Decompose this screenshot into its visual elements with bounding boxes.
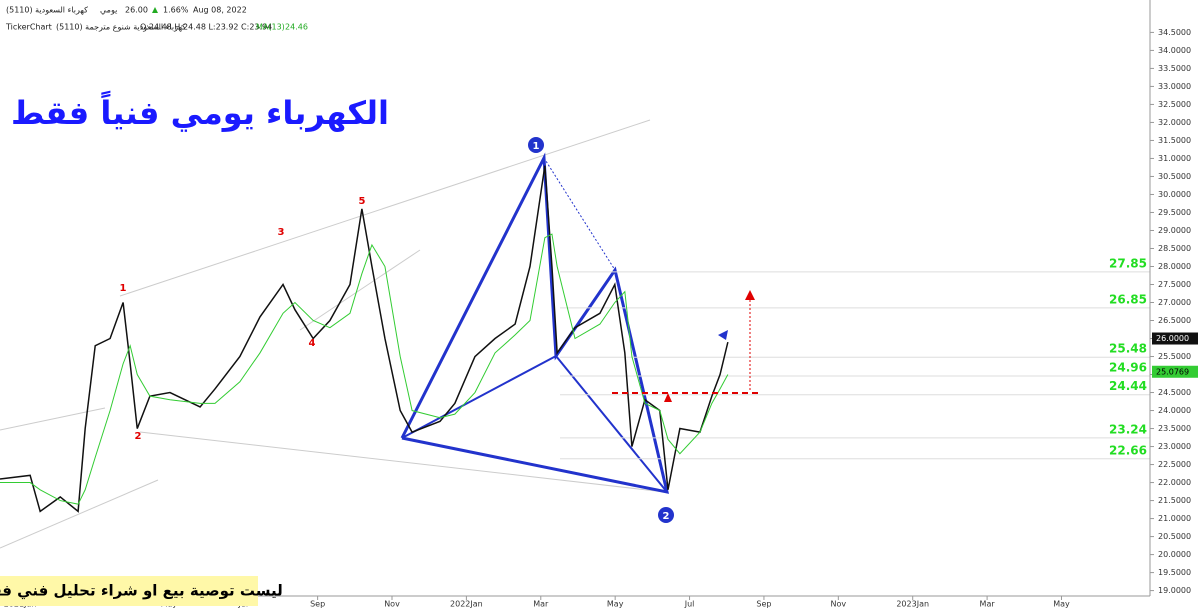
pattern-label: 1	[533, 141, 540, 152]
level-label: 22.66	[1109, 443, 1147, 457]
y-tick-label: 33.5000	[1158, 64, 1191, 73]
y-tick-label: 27.0000	[1158, 298, 1191, 307]
y-tick-label: 26.5000	[1158, 316, 1191, 325]
y-tick-label: 22.0000	[1158, 478, 1191, 487]
change: 1.66%	[163, 6, 189, 15]
symbol: (5110) كهرباء السعودية	[6, 6, 88, 15]
y-tick-label: 19.5000	[1158, 568, 1191, 577]
level-label: 26.85	[1109, 292, 1147, 306]
x-tick-label: 2022Jan	[450, 600, 483, 609]
x-tick-label: 2023Jan	[896, 600, 929, 609]
wave-label: 4	[309, 338, 316, 349]
x-tick-label: May	[607, 600, 624, 609]
x-tick-label: Mar	[980, 600, 996, 609]
name: كهرباء السعودية شنوع مترجمة (5110)	[56, 23, 186, 32]
x-tick-label: Nov	[384, 600, 400, 609]
series-line	[0, 165, 729, 513]
ma-value: 24.46	[285, 23, 308, 32]
y-tick-label: 29.0000	[1158, 226, 1191, 235]
pattern	[400, 152, 669, 494]
disclaimer-box	[0, 576, 258, 606]
x-tick-label: Nov	[831, 600, 847, 609]
y-tick-label: 31.0000	[1158, 154, 1191, 163]
y-tick-label: 19.0000	[1158, 586, 1191, 595]
ma-name: MA(13)	[256, 23, 285, 32]
triangle	[664, 393, 672, 402]
y-tick-label: 23.0000	[1158, 442, 1191, 451]
up-icon	[152, 7, 158, 13]
wave-label: 5	[359, 196, 366, 207]
y-tick-label: 32.5000	[1158, 100, 1191, 109]
level-label: 24.44	[1109, 379, 1147, 393]
series-line	[0, 233, 729, 505]
y-tick-label: 23.5000	[1158, 424, 1191, 433]
price-box	[1152, 332, 1198, 345]
pattern-point	[528, 137, 544, 153]
y-tick-label: 30.5000	[1158, 172, 1191, 181]
y-tick-label: 24.0000	[1158, 406, 1191, 415]
y-tick-label: 33.0000	[1158, 82, 1191, 91]
pattern-point	[658, 507, 674, 523]
y-tick-label: 22.5000	[1158, 460, 1191, 469]
level-label: 23.24	[1109, 422, 1147, 436]
title: الكهرباء يومي فنياً فقط	[11, 90, 389, 132]
wave-label: 1	[120, 283, 127, 294]
y-tick-label: 34.0000	[1158, 46, 1191, 55]
y-tick-label: 28.5000	[1158, 244, 1191, 253]
y-tick-label: 21.0000	[1158, 514, 1191, 523]
y-tick-label: 29.5000	[1158, 208, 1191, 217]
x-tick-label: Jul	[684, 600, 695, 609]
triangle	[718, 330, 728, 340]
y-tick-label: 28.0000	[1158, 262, 1191, 271]
price-box-label: 25.0769	[1156, 367, 1189, 376]
level-label: 25.48	[1109, 342, 1147, 356]
date: Aug 08, 2022	[193, 6, 247, 15]
y-tick-label: 27.5000	[1158, 280, 1191, 289]
x-tick-label: Mar	[533, 600, 549, 609]
y-tick-label: 20.0000	[1158, 550, 1191, 559]
y-tick-label: 32.0000	[1158, 118, 1191, 127]
channels	[0, 119, 666, 549]
price-box	[1152, 365, 1198, 378]
y-tick-label: 21.5000	[1158, 496, 1191, 505]
y-tick-label: 24.5000	[1158, 388, 1191, 397]
x-tick-label: Sep	[310, 600, 325, 609]
ohlc: O:24.48 H:24.48 L:23.92 C:23.94	[140, 23, 272, 32]
arrow-head	[745, 290, 755, 300]
wave-label: 2	[135, 431, 142, 442]
x-tick-label: May	[1053, 600, 1070, 609]
level-label: 27.85	[1109, 256, 1147, 270]
wave-label: 3	[278, 227, 285, 238]
y-tick-label: 30.0000	[1158, 190, 1191, 199]
price: 26.00	[125, 6, 148, 15]
y-tick-label: 34.5000	[1158, 28, 1191, 37]
y-tick-label: 25.5000	[1158, 352, 1191, 361]
price-box-label: 26.0000	[1156, 334, 1189, 343]
period: يومي	[100, 6, 117, 15]
y-tick-label: 31.5000	[1158, 136, 1191, 145]
pattern-label: 2	[663, 511, 670, 522]
x-tick-label: Sep	[756, 600, 771, 609]
level-label: 24.96	[1109, 360, 1147, 374]
y-tick-label: 20.5000	[1158, 532, 1191, 541]
source: TickerChart	[5, 23, 52, 32]
disclaimer: ليست توصية بيع او شراء تحليل فني فقط	[0, 582, 283, 600]
